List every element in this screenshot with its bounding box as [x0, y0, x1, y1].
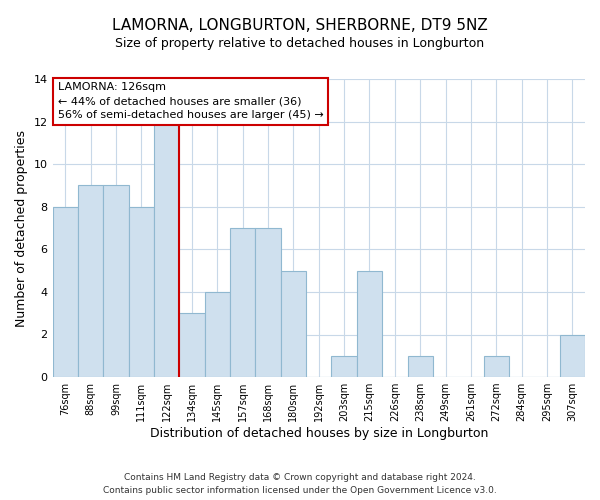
Bar	[331, 356, 357, 377]
Y-axis label: Number of detached properties: Number of detached properties	[15, 130, 28, 326]
Bar	[154, 122, 179, 377]
Bar	[407, 356, 433, 377]
Bar	[256, 228, 281, 377]
Text: LAMORNA: 126sqm
← 44% of detached houses are smaller (36)
56% of semi-detached h: LAMORNA: 126sqm ← 44% of detached houses…	[58, 82, 323, 120]
Bar	[179, 313, 205, 377]
Bar	[484, 356, 509, 377]
X-axis label: Distribution of detached houses by size in Longburton: Distribution of detached houses by size …	[149, 427, 488, 440]
Bar	[53, 207, 78, 377]
Bar	[357, 270, 382, 377]
Bar	[128, 207, 154, 377]
Bar	[205, 292, 230, 377]
Bar	[560, 334, 585, 377]
Bar	[78, 186, 103, 377]
Bar	[230, 228, 256, 377]
Text: LAMORNA, LONGBURTON, SHERBORNE, DT9 5NZ: LAMORNA, LONGBURTON, SHERBORNE, DT9 5NZ	[112, 18, 488, 32]
Text: Contains HM Land Registry data © Crown copyright and database right 2024.: Contains HM Land Registry data © Crown c…	[124, 472, 476, 482]
Bar	[103, 186, 128, 377]
Text: Contains public sector information licensed under the Open Government Licence v3: Contains public sector information licen…	[103, 486, 497, 495]
Text: Size of property relative to detached houses in Longburton: Size of property relative to detached ho…	[115, 38, 485, 51]
Bar	[281, 270, 306, 377]
